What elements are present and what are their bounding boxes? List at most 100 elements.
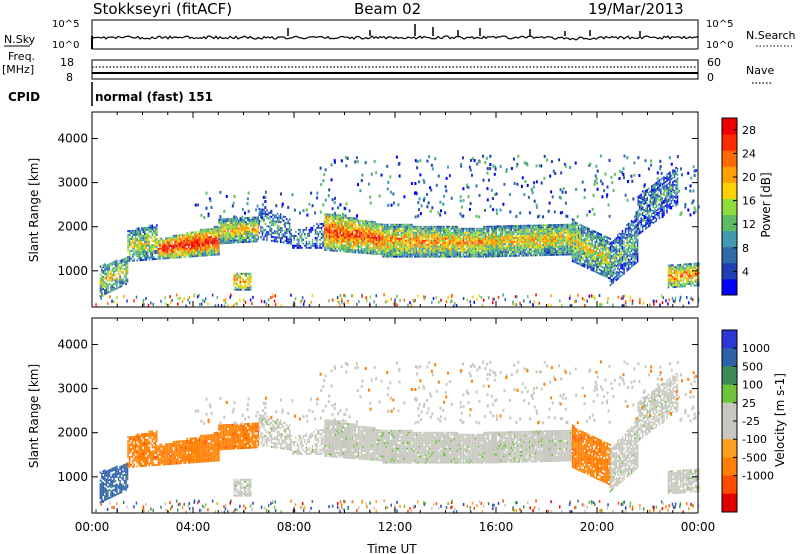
power-cell <box>435 225 437 228</box>
power-cell <box>195 255 197 258</box>
power-cell <box>594 230 596 233</box>
power-cell <box>251 228 254 231</box>
power-cell <box>585 264 587 267</box>
power-cell <box>588 232 590 234</box>
power-cell <box>524 242 526 245</box>
power-cell <box>507 225 510 228</box>
power-cell <box>618 238 621 241</box>
power-cell <box>216 235 219 238</box>
power-cell <box>227 239 229 242</box>
power-cell <box>537 240 540 243</box>
power-cell <box>458 251 460 254</box>
power-cell <box>148 228 151 231</box>
power-cell <box>503 247 505 250</box>
power-cell <box>183 255 185 258</box>
power-cell <box>582 247 584 250</box>
power-cell <box>369 230 372 233</box>
power-cell <box>168 247 170 250</box>
power-cell <box>216 231 219 234</box>
power-cell <box>218 238 220 241</box>
power-cell <box>588 259 590 262</box>
power-cell <box>362 234 364 236</box>
power-cell <box>113 274 115 277</box>
power-cell <box>215 237 217 240</box>
power-cell <box>530 252 532 255</box>
power-cell <box>588 228 590 231</box>
power-cell <box>383 237 386 240</box>
power-cell <box>253 220 255 223</box>
power-cell <box>380 227 382 230</box>
power-cell <box>531 228 534 231</box>
power-cell <box>536 254 538 257</box>
power-cell <box>180 248 182 251</box>
power-cell <box>436 225 439 228</box>
power-cell <box>247 217 249 219</box>
power-cell <box>519 226 522 229</box>
power-cell <box>449 229 451 232</box>
power-cell <box>351 219 354 222</box>
power-cell <box>347 220 349 223</box>
power-cell <box>322 236 324 239</box>
power-cell <box>559 245 561 248</box>
power-cell <box>366 222 369 225</box>
power-cell <box>365 248 367 251</box>
power-cell <box>487 243 490 246</box>
power-cell <box>195 233 197 236</box>
power-cell <box>311 228 314 231</box>
power-cell <box>596 241 598 244</box>
power-cell <box>138 257 140 260</box>
power-cell <box>620 251 622 254</box>
power-cell <box>222 220 225 223</box>
power-cell <box>473 235 475 238</box>
power-cell <box>465 253 468 256</box>
power-cell <box>105 264 108 267</box>
power-cell <box>213 233 216 236</box>
power-cell <box>515 246 517 249</box>
power-cell <box>544 230 546 233</box>
power-cell <box>577 243 580 245</box>
power-cell <box>264 211 267 213</box>
power-cell <box>273 224 276 227</box>
power-cell <box>390 227 392 230</box>
power-cell <box>506 253 508 256</box>
power-cell <box>486 249 488 252</box>
power-cell <box>125 259 127 262</box>
power-cell <box>614 250 616 253</box>
power-cell <box>168 249 170 252</box>
power-cell <box>569 223 572 226</box>
power-cell <box>465 237 468 240</box>
power-cell <box>476 243 478 246</box>
power-cell <box>411 239 413 242</box>
power-cell <box>105 268 108 271</box>
power-cell <box>609 255 612 258</box>
power-cell <box>328 229 331 232</box>
power-cell <box>116 267 118 270</box>
power-cell <box>530 236 532 239</box>
power-cell <box>452 253 454 256</box>
power-cell <box>244 274 246 277</box>
power-cell <box>184 238 187 240</box>
power-cell <box>157 247 160 250</box>
power-cell <box>599 256 601 259</box>
power-cell <box>420 243 422 246</box>
power-cell <box>562 251 564 254</box>
power-cell <box>421 239 424 242</box>
power-cell <box>233 280 235 283</box>
power-cell <box>385 249 387 252</box>
power-cell <box>420 247 422 250</box>
nsky-frame <box>91 19 699 50</box>
power-cell <box>583 261 586 264</box>
power-cell <box>403 229 406 232</box>
power-cell <box>477 239 480 242</box>
power-cell <box>500 255 502 258</box>
power-cell <box>582 265 584 267</box>
power-cell <box>608 267 610 269</box>
power-cell <box>391 227 393 230</box>
power-cell <box>102 282 105 284</box>
power-cell <box>178 250 181 253</box>
power-cell <box>198 246 201 249</box>
power-cell <box>385 239 387 242</box>
power-cell <box>189 233 191 236</box>
power-cell <box>119 268 121 271</box>
power-cell <box>580 244 583 247</box>
